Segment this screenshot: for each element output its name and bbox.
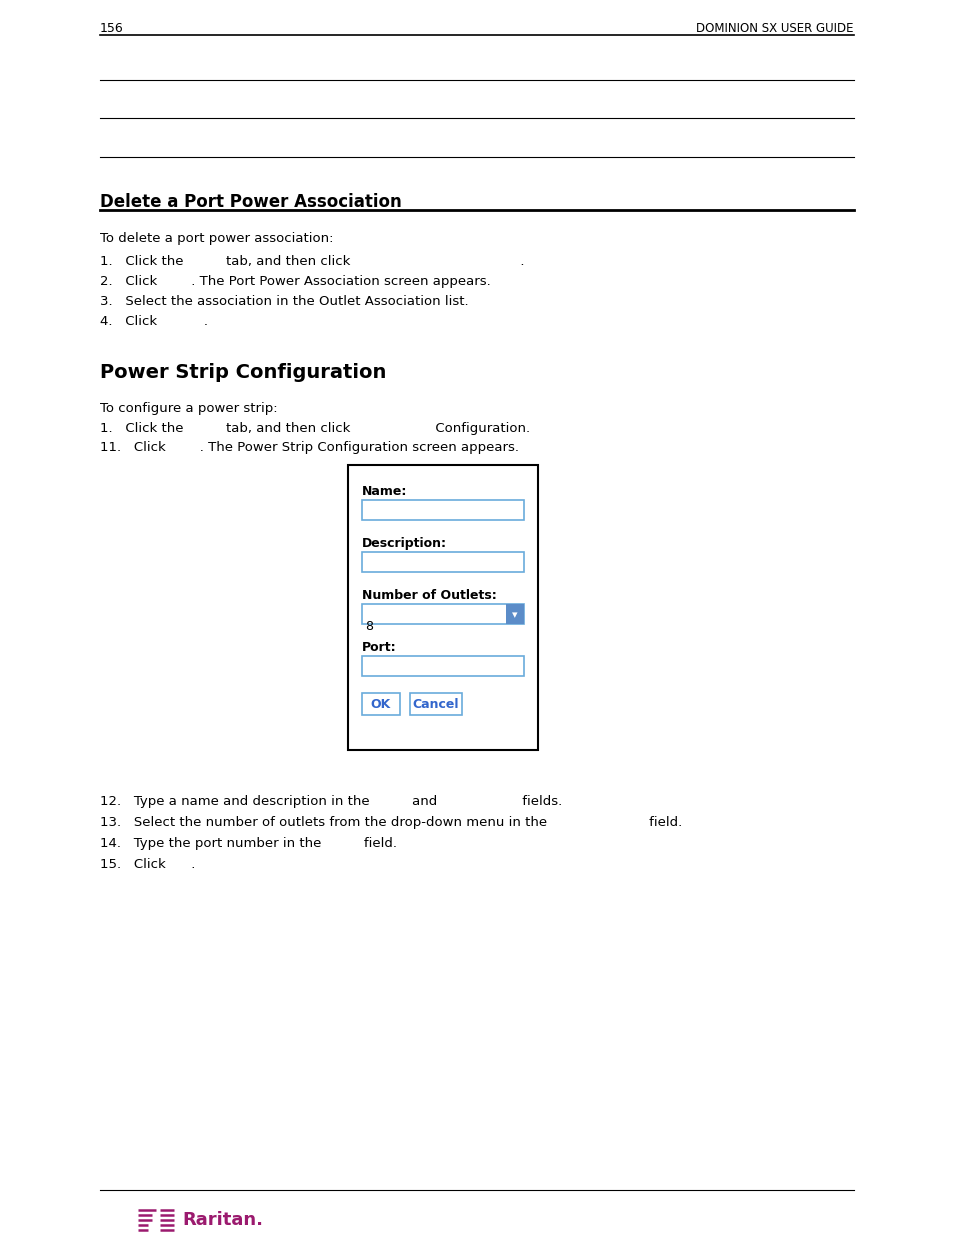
- Text: ▾: ▾: [512, 610, 517, 620]
- Text: Number of Outlets:: Number of Outlets:: [361, 589, 497, 601]
- Text: 13.   Select the number of outlets from the drop-down menu in the               : 13. Select the number of outlets from th…: [100, 816, 681, 829]
- Text: Cancel: Cancel: [413, 699, 458, 711]
- Text: OK: OK: [371, 699, 391, 711]
- Text: 8: 8: [365, 620, 373, 634]
- FancyBboxPatch shape: [505, 604, 523, 624]
- Text: To configure a power strip:: To configure a power strip:: [100, 403, 277, 415]
- FancyBboxPatch shape: [348, 466, 537, 750]
- Text: 1.   Click the          tab, and then click                                     : 1. Click the tab, and then click: [100, 254, 524, 268]
- Text: 156: 156: [100, 22, 124, 35]
- Text: 14.   Type the port number in the          field.: 14. Type the port number in the field.: [100, 837, 396, 850]
- Text: 11.   Click        . The Power Strip Configuration screen appears.: 11. Click . The Power Strip Configuratio…: [100, 441, 518, 454]
- FancyBboxPatch shape: [361, 500, 523, 520]
- FancyBboxPatch shape: [361, 604, 523, 624]
- FancyBboxPatch shape: [361, 656, 523, 676]
- Text: 3.   Select the association in the Outlet Association list.: 3. Select the association in the Outlet …: [100, 295, 468, 308]
- Text: 1.   Click the          tab, and then click                    Configuration.: 1. Click the tab, and then click Configu…: [100, 422, 530, 435]
- Text: Raritan.: Raritan.: [182, 1212, 263, 1229]
- Text: Description:: Description:: [361, 537, 447, 550]
- Text: Name:: Name:: [361, 485, 407, 498]
- Text: DOMINION SX USER GUIDE: DOMINION SX USER GUIDE: [696, 22, 853, 35]
- FancyBboxPatch shape: [410, 693, 461, 715]
- Text: Port:: Port:: [361, 641, 396, 655]
- Text: 2.   Click        . The Port Power Association screen appears.: 2. Click . The Port Power Association sc…: [100, 275, 490, 288]
- FancyBboxPatch shape: [361, 693, 399, 715]
- Text: 15.   Click      .: 15. Click .: [100, 858, 195, 871]
- Text: Power Strip Configuration: Power Strip Configuration: [100, 363, 386, 382]
- Text: To delete a port power association:: To delete a port power association:: [100, 232, 334, 245]
- Text: 12.   Type a name and description in the          and                    fields.: 12. Type a name and description in the a…: [100, 795, 561, 808]
- Text: Delete a Port Power Association: Delete a Port Power Association: [100, 193, 401, 211]
- FancyBboxPatch shape: [361, 552, 523, 572]
- Text: 4.   Click           .: 4. Click .: [100, 315, 208, 329]
